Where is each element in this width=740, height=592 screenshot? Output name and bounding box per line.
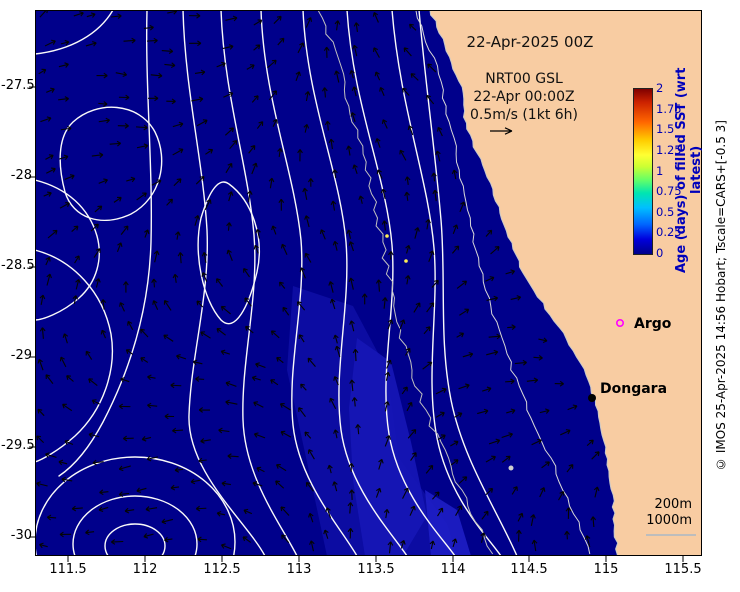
dongara-town-dot: [588, 394, 596, 402]
x-tick-label: 113.5: [357, 562, 395, 577]
velocity-scale-arrow-icon: [490, 127, 513, 135]
colorbar-tick: 0: [656, 246, 664, 260]
colorbar-tick: 1: [656, 164, 664, 178]
contour-lines: [35, 10, 518, 556]
y-tick-label: -29.5: [1, 438, 35, 453]
y-tick-label: -29: [10, 348, 32, 363]
depth-label-200m: 200m: [654, 497, 692, 512]
colorbar-gradient: [633, 88, 653, 255]
plot-area: [35, 10, 702, 556]
y-tick-label: -28.5: [1, 258, 35, 273]
colorbar-axis-label: Age (days) of filled SST (wrt latest): [674, 67, 704, 273]
model-time: 22-Apr 00:00Z: [473, 89, 575, 105]
argo-label: Argo: [634, 316, 672, 332]
argo-float-marker: [615, 318, 624, 327]
x-tick-label: 112.5: [203, 562, 241, 577]
current-vector-arrows: [36, 10, 600, 554]
depth-contour-sample-line: [646, 534, 696, 536]
x-tick-label: 114.5: [510, 562, 548, 577]
model-name: NRT00 GSL: [485, 71, 563, 87]
model-annotation: NRT00 GSL 22-Apr 00:00Z 0.5m/s (1kt 6h): [448, 70, 600, 124]
dongara-label: Dongara: [600, 381, 668, 397]
plot-frame: [35, 10, 702, 556]
colorbar-tick: 0.25: [656, 225, 682, 239]
y-tick-label: -28: [10, 168, 32, 183]
colorbar-tick: 0.5: [656, 205, 675, 219]
colorbar-tick: 1.5: [656, 122, 675, 136]
velocity-scale: 0.5m/s (1kt 6h): [469, 107, 579, 123]
buoy-dot: [404, 259, 408, 263]
x-tick-label: 114: [440, 562, 466, 577]
x-tick-label: 113: [286, 562, 312, 577]
axis-tick-marks: [29, 86, 684, 562]
colorbar-tick: 1.75: [656, 102, 682, 116]
y-tick-label: -30: [10, 528, 32, 543]
copyright-text: © IMOS 25-Apr-2025 14:56 Hobart; Tscale=…: [714, 120, 728, 472]
x-tick-label: 115.5: [664, 562, 702, 577]
x-tick-label: 111.5: [49, 562, 87, 577]
colorbar-tick: 1.25: [656, 143, 682, 157]
mooring-dot: [508, 465, 514, 471]
depth-label-1000m: 1000m: [646, 513, 692, 528]
colorbar-tick: 0.75: [656, 184, 682, 198]
buoy-dot: [385, 234, 389, 238]
y-tick-label: -27.5: [1, 78, 35, 93]
map-markers: [385, 234, 624, 471]
x-tick-label: 112: [132, 562, 158, 577]
bathymetry-lines: [317, 10, 591, 555]
date-annotation: 22-Apr-2025 00Z: [466, 33, 594, 51]
x-tick-label: 115: [593, 562, 619, 577]
colorbar-tick: 2: [656, 81, 664, 95]
coastline: [429, 10, 619, 556]
